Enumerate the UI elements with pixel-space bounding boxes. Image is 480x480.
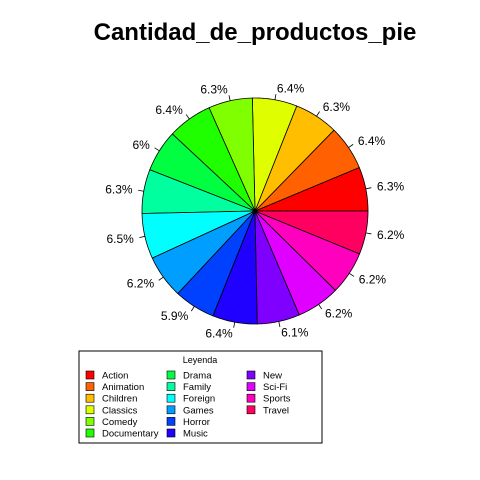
pie-slice-foreign bbox=[141, 210, 256, 259]
pie-slice-label: 6.4% bbox=[358, 134, 386, 148]
legend-label-games: Games bbox=[183, 405, 214, 416]
pie-label-tick bbox=[365, 232, 372, 235]
pie-slice-label: 6.2% bbox=[127, 277, 155, 291]
legend-label-comedy: Comedy bbox=[102, 417, 138, 428]
pie-slice-label: 6.3% bbox=[200, 83, 228, 97]
pie-slice-label: 6.5% bbox=[107, 232, 135, 246]
legend-swatch-classics bbox=[85, 405, 95, 415]
legend-label-horror: Horror bbox=[183, 417, 210, 428]
legend-label-travel: Travel bbox=[263, 405, 289, 416]
legend: Leyenda ActionAnimationChildrenClassicsC… bbox=[78, 350, 323, 444]
pie-label-tick bbox=[318, 304, 323, 310]
legend-swatch-drama bbox=[166, 370, 176, 380]
legend-label-family: Family bbox=[183, 382, 211, 393]
legend-swatch-sci-fi bbox=[246, 382, 256, 391]
pie-slice-label: 6.3% bbox=[377, 180, 405, 194]
legend-swatch-action bbox=[85, 370, 95, 380]
legend-label-sci-fi: Sci-Fi bbox=[263, 382, 287, 393]
legend-label-children: Children bbox=[102, 394, 137, 405]
pie-slice-label: 6.2% bbox=[359, 273, 387, 287]
legend-label-sports: Sports bbox=[263, 394, 291, 405]
legend-label-documentary: Documentary bbox=[102, 429, 159, 440]
pie-label-tick bbox=[154, 147, 160, 152]
legend-swatch-travel bbox=[246, 405, 256, 415]
legend-title: Leyenda bbox=[183, 355, 218, 365]
pie-label-tick bbox=[185, 114, 190, 120]
legend-box bbox=[78, 350, 323, 444]
pie-slice-label: 6.4% bbox=[277, 82, 305, 96]
legend-label-animation: Animation bbox=[102, 382, 144, 393]
legend-swatch-games bbox=[166, 405, 176, 415]
pie-label-tick bbox=[316, 111, 320, 117]
pie-slice-label: 6.3% bbox=[105, 182, 133, 196]
pie-labels: 6.3% 6.4% 6.3% 6.4% 6.3% 6.4% 6% 6.3% 6.5% 6.2% 5.… bbox=[105, 82, 404, 341]
pie-slices bbox=[141, 97, 369, 325]
legend-label-action: Action bbox=[102, 371, 128, 382]
pie-slice-label: 6.1% bbox=[281, 326, 309, 340]
legend-label-new: New bbox=[263, 371, 282, 382]
chart-title: Cantidad_de_productos_pie bbox=[94, 19, 417, 46]
pie-label-tick bbox=[228, 95, 231, 101]
pie-slice-label: 6.2% bbox=[325, 307, 353, 321]
legend-label-classics: Classics bbox=[102, 405, 138, 416]
legend-swatch-documentary bbox=[85, 428, 95, 438]
pie-label-tick bbox=[190, 306, 195, 312]
pie-slice-documentary bbox=[171, 107, 256, 212]
pie-slice-drama bbox=[149, 133, 256, 212]
legend-label-drama: Drama bbox=[183, 371, 212, 382]
pie-label-ticks bbox=[138, 94, 372, 328]
legend-swatch-new bbox=[246, 370, 256, 380]
pie-label-tick bbox=[365, 187, 372, 190]
legend-swatch-animation bbox=[85, 382, 95, 391]
legend-swatch-horror bbox=[166, 417, 176, 426]
pie-label-tick bbox=[138, 189, 144, 192]
pie-label-tick bbox=[349, 272, 355, 277]
legend-swatch-foreign bbox=[166, 393, 176, 403]
pie-slice-label: 6.2% bbox=[377, 228, 405, 242]
pie-label-tick bbox=[274, 94, 277, 100]
legend-swatch-music bbox=[166, 428, 176, 438]
pie-slice-animation bbox=[254, 129, 360, 212]
pie-slice-label: 6.4% bbox=[205, 326, 233, 340]
legend-items: ActionAnimationChildrenClassicsComedyDoc… bbox=[85, 370, 291, 440]
legend-swatch-sports bbox=[246, 393, 256, 403]
legend-label-foreign: Foreign bbox=[183, 394, 215, 405]
pie-slice-classics bbox=[251, 97, 298, 212]
pie-slice-label: 6.3% bbox=[323, 100, 351, 114]
pie-label-tick bbox=[158, 276, 164, 281]
pie-slice-label: 5.9% bbox=[161, 309, 189, 323]
pie-label-tick bbox=[278, 321, 281, 328]
legend-swatch-children bbox=[85, 393, 95, 403]
pie-label-tick bbox=[233, 322, 236, 328]
pie-slice-horror bbox=[177, 210, 256, 317]
pie-slice-label: 6% bbox=[132, 138, 150, 152]
pie-label-tick bbox=[348, 144, 354, 148]
legend-swatch-comedy bbox=[85, 417, 95, 426]
legend-label-music: Music bbox=[183, 429, 208, 440]
pie-slice-label: 6.4% bbox=[155, 103, 183, 117]
pie-label-tick bbox=[139, 235, 145, 238]
legend-swatch-family bbox=[166, 382, 176, 391]
